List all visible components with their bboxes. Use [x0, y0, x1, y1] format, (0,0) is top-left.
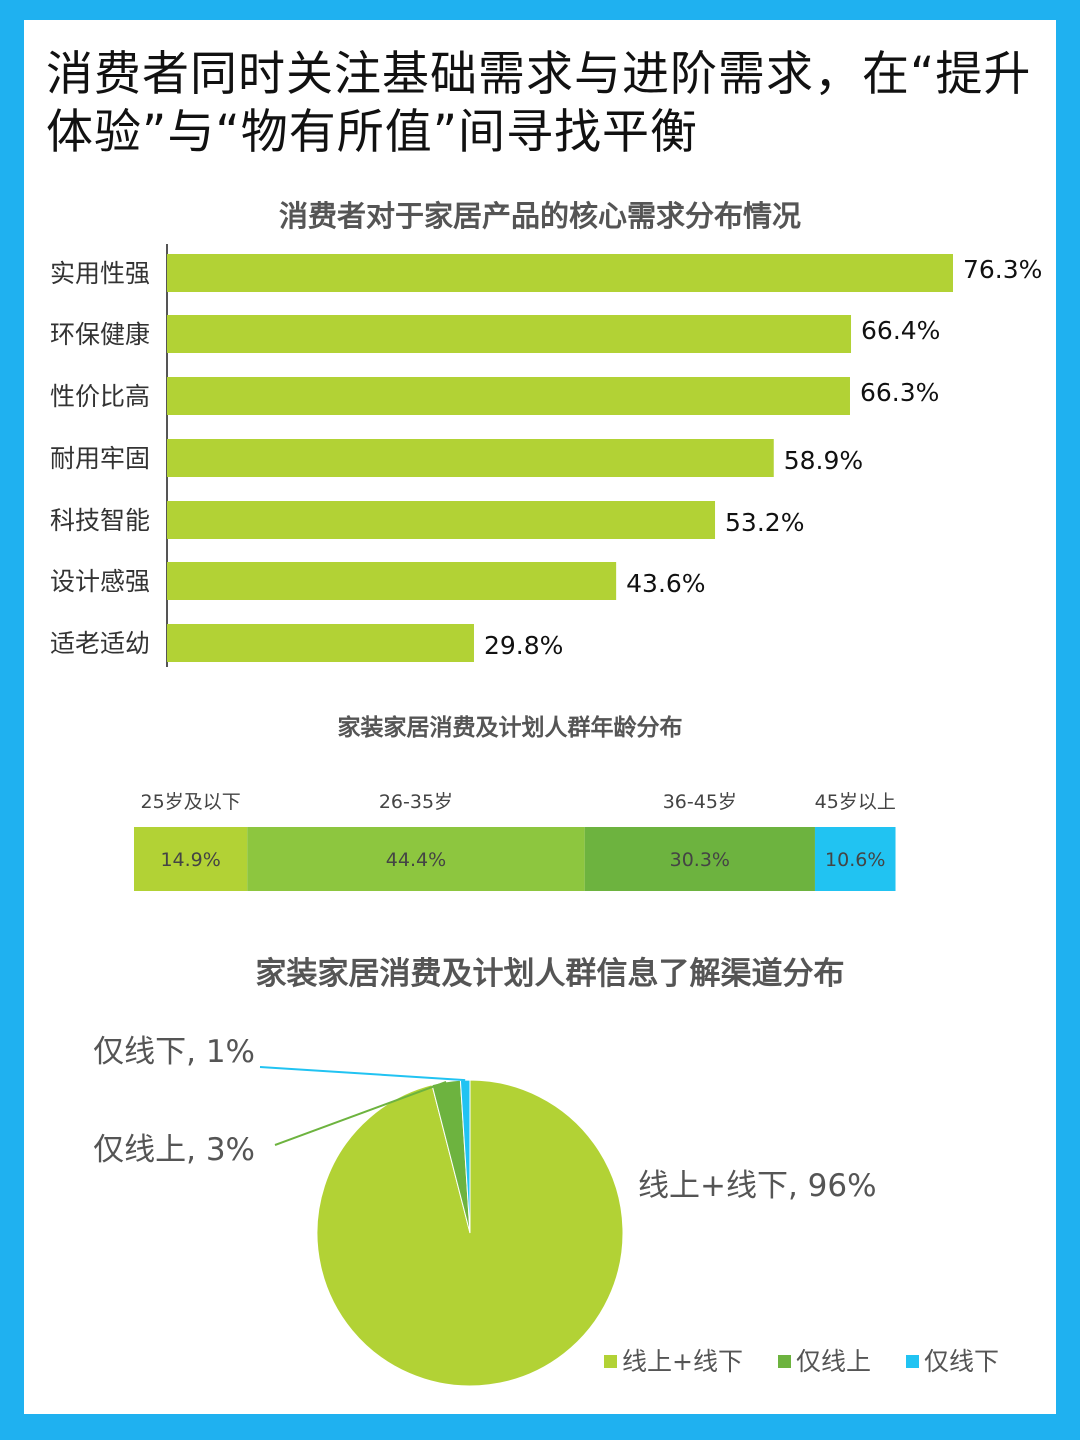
age-value-label-2: 44.4%: [386, 849, 446, 871]
pie-chart-title: 家装家居消费及计划人群信息了解渠道分布: [255, 956, 845, 992]
legend-swatch-2: [778, 1355, 791, 1368]
bar-category-label-5: 科技智能: [50, 506, 150, 535]
legend-label-1: 线上+线下: [622, 1347, 743, 1376]
page-headline: 消费者同时关注基础需求与进阶需求，在“提升体验”与“物有所值”间寻找平衡: [46, 47, 1032, 160]
bar-value-label-4: 58.9%: [784, 446, 863, 475]
bar-value-label-7: 29.8%: [484, 631, 563, 660]
bar-value-label-2: 66.4%: [861, 316, 940, 345]
bar-category-label-6: 设计感强: [50, 567, 150, 596]
age-value-label-3: 30.3%: [670, 849, 730, 871]
age-category-label-3: 36-45岁: [663, 791, 737, 813]
bar-6: [167, 562, 617, 600]
bar-value-label-5: 53.2%: [725, 508, 804, 537]
pie-label-2: 仅线上, 3%: [93, 1132, 255, 1168]
bar-3: [167, 377, 850, 415]
legend-label-3: 仅线下: [924, 1347, 999, 1376]
pie-label-1: 线上+线下, 96%: [638, 1168, 877, 1204]
pie-leader-line-3: [259, 1066, 466, 1082]
age-category-label-4: 45岁以上: [815, 791, 896, 813]
bar-chart-title: 消费者对于家居产品的核心需求分布情况: [278, 199, 801, 233]
legend-swatch-1: [604, 1355, 617, 1368]
bar-category-label-3: 性价比高: [50, 382, 150, 411]
age-category-label-1: 25岁及以下: [141, 791, 241, 813]
bar-category-label-2: 环保健康: [50, 320, 150, 349]
bar-value-label-1: 76.3%: [963, 255, 1042, 284]
bar-7: [167, 624, 474, 662]
pie-leader-line-2: [274, 1080, 447, 1146]
age-segment-3: [584, 827, 815, 891]
bar-4: [167, 439, 774, 477]
age-chart-title: 家装家居消费及计划人群年龄分布: [337, 715, 683, 741]
pie-label-3: 仅线下, 1%: [93, 1034, 255, 1070]
bar-category-label-1: 实用性强: [50, 259, 150, 288]
bar-5: [167, 501, 716, 539]
bar-value-label-6: 43.6%: [626, 569, 705, 598]
age-value-label-1: 14.9%: [160, 849, 220, 871]
age-value-label-4: 10.6%: [825, 849, 885, 871]
bar-value-label-3: 66.3%: [860, 378, 939, 407]
age-segment-4: [814, 827, 896, 891]
legend-label-2: 仅线上: [796, 1347, 871, 1376]
bar-2: [167, 315, 852, 353]
bar-category-label-4: 耐用牢固: [50, 444, 150, 473]
legend-swatch-3: [906, 1355, 919, 1368]
bar-1: [167, 254, 953, 292]
age-segment-2: [247, 827, 585, 891]
bar-category-label-7: 适老适幼: [50, 629, 150, 658]
age-category-label-2: 26-35岁: [379, 791, 453, 813]
age-segment-1: [134, 827, 248, 891]
